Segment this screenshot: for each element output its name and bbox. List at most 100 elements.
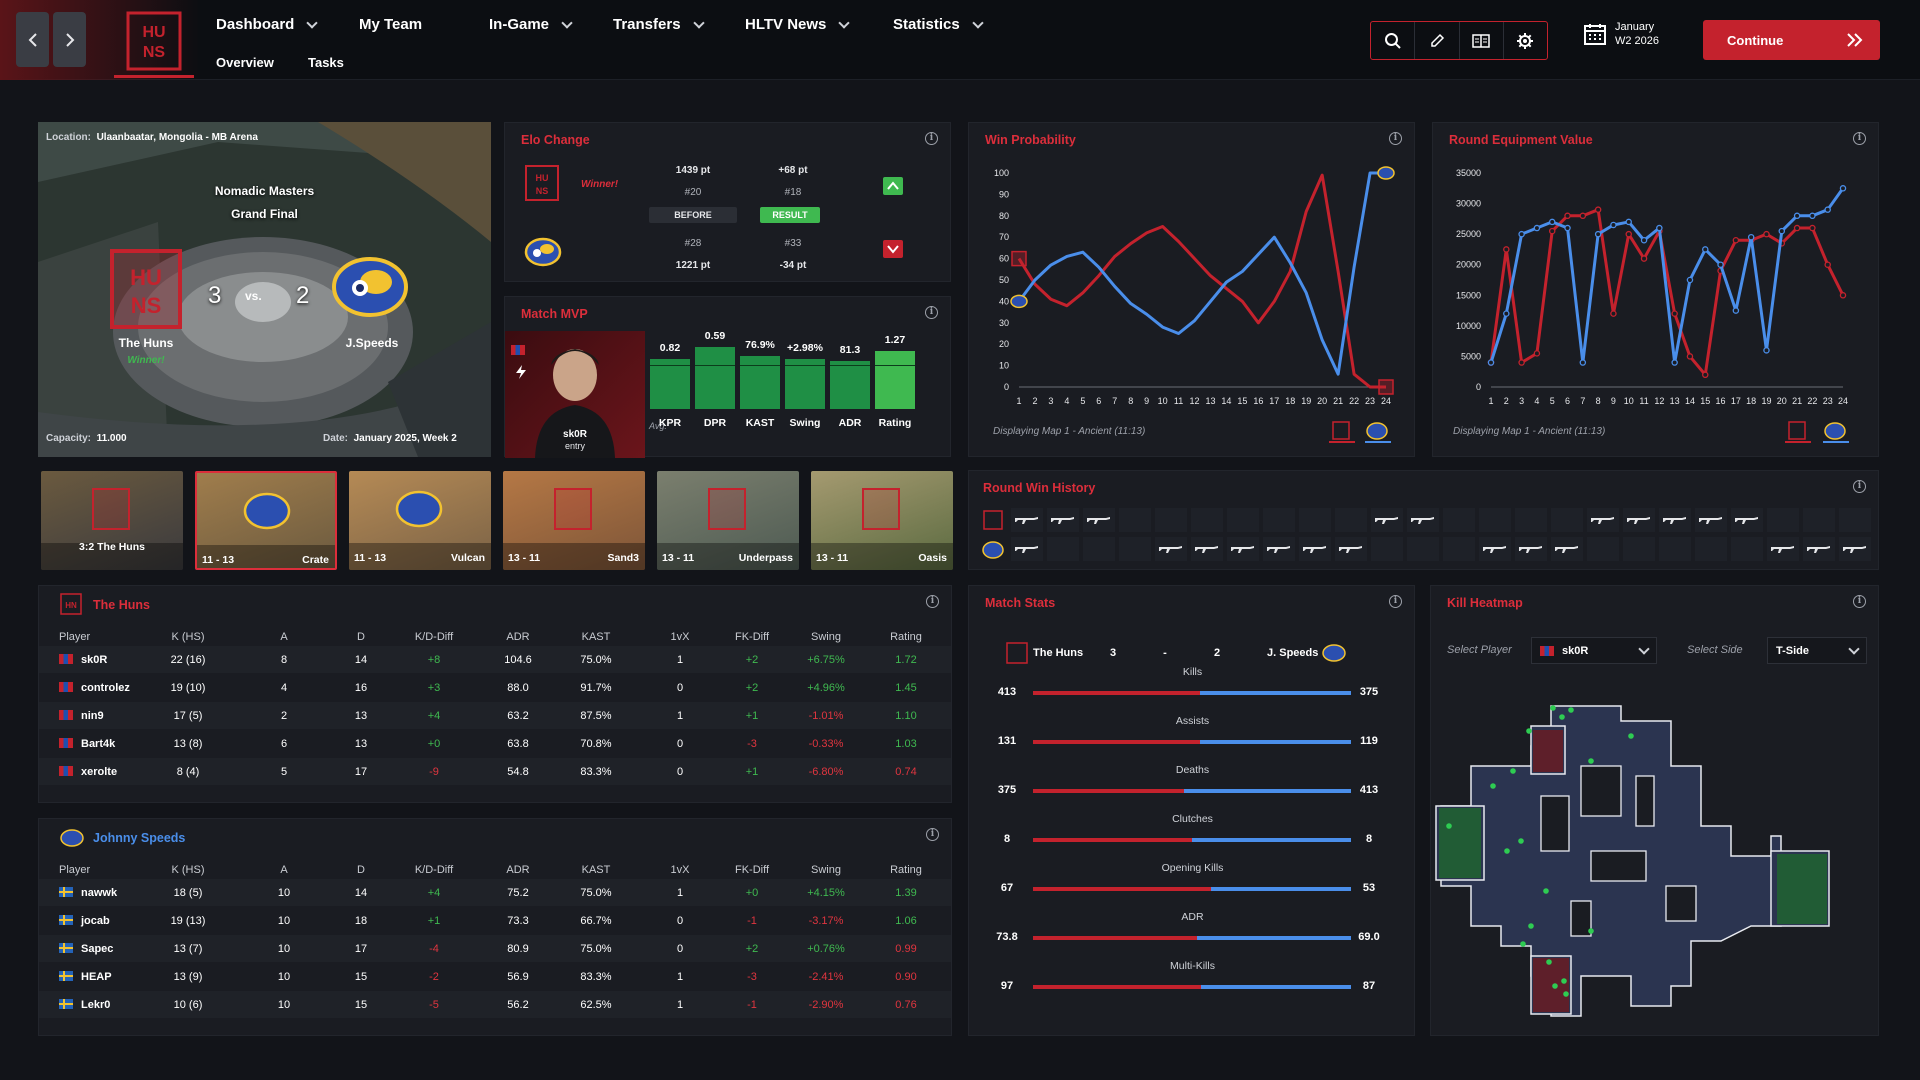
map-thumbnail[interactable]: 13 - 11 Oasis	[811, 471, 953, 570]
away-stat-value: 119	[1360, 735, 1378, 747]
table-cell: -1	[747, 915, 757, 927]
away-team-logo	[332, 257, 408, 317]
away-filter-icon[interactable]	[1365, 421, 1391, 443]
subnav-tasks[interactable]: Tasks	[308, 55, 344, 70]
column-header[interactable]: D	[357, 631, 365, 643]
table-cell: 13 (8)	[173, 738, 203, 750]
team-name: The Huns	[93, 598, 150, 612]
mvp-bar	[650, 359, 690, 409]
nav-dashboard[interactable]: Dashboard	[216, 16, 319, 33]
nav-transfers[interactable]: Transfers	[613, 16, 705, 33]
nav-my-team[interactable]: My Team	[359, 16, 423, 33]
info-icon[interactable]: i	[1853, 595, 1866, 608]
data-point	[1548, 218, 1556, 226]
column-header[interactable]: FK-Diff	[734, 631, 770, 643]
nav-hltv-news[interactable]: HLTV News	[745, 16, 851, 33]
column-header[interactable]: A	[280, 864, 288, 876]
home-stat-value: 67	[1000, 882, 1014, 894]
column-header[interactable]: K/D-Diff	[414, 864, 454, 876]
column-header[interactable]: Player	[59, 631, 91, 643]
column-header[interactable]: Swing	[811, 631, 841, 643]
info-icon[interactable]: i	[1389, 132, 1402, 145]
forward-button[interactable]	[53, 12, 86, 67]
table-row[interactable]: Bart4k 13 (8) 6 13 +0 63.8 70.8% 0 -3 -0.33% 1.03	[39, 730, 951, 757]
column-header[interactable]: 1vX	[670, 864, 690, 876]
table-row[interactable]: sk0R 22 (16) 8 14 +8 104.6 75.0% 1 +2 +6.75% 1.72	[39, 646, 951, 673]
settings-button[interactable]	[1504, 22, 1547, 59]
column-header[interactable]: K (HS)	[171, 864, 205, 876]
calendar-date[interactable]: January W2 2026	[1583, 20, 1659, 48]
x-tick-label: 7	[1580, 396, 1585, 406]
home-filter-icon[interactable]	[1785, 421, 1811, 443]
table-row[interactable]: jocab 19 (13) 10 18 +1 73.3 66.7% 0 -1 -3.17% 1.06	[39, 907, 951, 934]
x-tick-label: 4	[1534, 396, 1539, 406]
column-header[interactable]: KAST	[581, 864, 611, 876]
player-select[interactable]: sk0R	[1531, 637, 1657, 664]
info-icon[interactable]: i	[1853, 132, 1866, 145]
column-header[interactable]: A	[280, 631, 288, 643]
column-header[interactable]: Player	[59, 864, 91, 876]
map-thumbnail[interactable]: 11 - 13 Vulcan	[349, 471, 491, 570]
y-tick-label: 0	[1004, 382, 1009, 392]
home-stat-bar	[1033, 887, 1211, 891]
svg-text:HU: HU	[142, 24, 165, 41]
subnav-overview[interactable]: Overview	[216, 55, 274, 70]
column-header[interactable]: K (HS)	[171, 631, 205, 643]
map-thumbnail[interactable]: 11 - 13 Crate	[195, 471, 337, 570]
table-row[interactable]: HEAP 13 (9) 10 15 -2 56.9 83.3% 1 -3 -2.41% 0.90	[39, 963, 951, 990]
mvp-stat-label: KPR	[658, 417, 682, 429]
column-header[interactable]: 1vX	[670, 631, 690, 643]
table-row[interactable]: controlez 19 (10) 4 16 +3 88.0 91.7% 0 +2 +4.96% 1…	[39, 674, 951, 701]
search-icon	[1384, 32, 1401, 49]
table-cell: 83.3%	[580, 766, 612, 778]
column-header[interactable]: D	[357, 864, 365, 876]
table-cell: 62.5%	[580, 999, 612, 1011]
map-footer: Displaying Map 1 - Ancient (11:13)	[1453, 426, 1606, 437]
search-button[interactable]	[1371, 22, 1416, 59]
column-header[interactable]: ADR	[506, 864, 530, 876]
map-footer: Displaying Map 1 - Ancient (11:13)	[993, 426, 1146, 437]
back-button[interactable]	[16, 12, 49, 67]
info-icon[interactable]: i	[926, 595, 939, 608]
data-point	[1671, 310, 1678, 317]
panel-title: Round Win History	[983, 481, 1096, 495]
table-row[interactable]: Lekr0 10 (6) 10 15 -5 56.2 62.5% 1 -1 -2.90% 0.76	[39, 991, 951, 1018]
continue-button[interactable]: Continue	[1703, 20, 1880, 60]
info-icon[interactable]: i	[926, 828, 939, 841]
table-row[interactable]: nin9 17 (5) 2 13 +4 63.2 87.5% 1 +1 -1.01% 1.10	[39, 702, 951, 729]
round-cell-home	[1551, 508, 1583, 532]
x-tick-label: 15	[1237, 396, 1247, 406]
info-icon[interactable]: i	[925, 306, 938, 319]
info-icon[interactable]: i	[925, 132, 938, 145]
column-header[interactable]: Rating	[890, 631, 922, 643]
y-tick-label: 30000	[1456, 199, 1481, 209]
column-header[interactable]: KAST	[581, 631, 611, 643]
table-row[interactable]: Sapec 13 (7) 10 17 -4 80.9 75.0% 0 +2 +0.76% 0.99	[39, 935, 951, 962]
compare-button[interactable]	[1460, 22, 1504, 59]
table-row[interactable]: nawwk 18 (5) 10 14 +4 75.2 75.0% 1 +0 +4.15% 1.39	[39, 879, 951, 906]
edit-button[interactable]	[1415, 22, 1460, 59]
nav-in-game[interactable]: In-Game	[489, 16, 573, 33]
column-header[interactable]: FK-Diff	[734, 864, 770, 876]
nav-statistics[interactable]: Statistics	[893, 16, 984, 33]
column-header[interactable]: Swing	[811, 864, 841, 876]
map-thumbnail[interactable]: 13 - 11 Underpass	[657, 471, 799, 570]
column-header[interactable]: ADR	[506, 631, 530, 643]
team-logo[interactable]: HU NS	[114, 5, 194, 77]
away-team-logo	[1322, 644, 1346, 662]
column-header[interactable]: Rating	[890, 864, 922, 876]
away-filter-icon[interactable]	[1823, 421, 1849, 443]
table-cell: +1	[745, 710, 759, 722]
table-row[interactable]: xerolte 8 (4) 5 17 -9 54.8 83.3% 0 +1 -6.80% 0.74	[39, 758, 951, 785]
column-header[interactable]: K/D-Diff	[414, 631, 454, 643]
info-icon[interactable]: i	[1389, 595, 1402, 608]
away-stat-value: 87	[1362, 980, 1376, 992]
round-cell-home	[1479, 508, 1511, 532]
round-cell-home	[1623, 508, 1655, 532]
side-select[interactable]: T-Side	[1767, 637, 1867, 664]
away-team-table-panel: Johnny Speeds i Player K (HS) A D K/D-Diff AD…	[38, 818, 952, 1036]
map-thumbnail[interactable]: 3:2 The Huns	[41, 471, 183, 570]
map-thumbnail[interactable]: 13 - 11 Sand3	[503, 471, 645, 570]
home-filter-icon[interactable]	[1329, 421, 1355, 443]
info-icon[interactable]: i	[1853, 480, 1866, 493]
